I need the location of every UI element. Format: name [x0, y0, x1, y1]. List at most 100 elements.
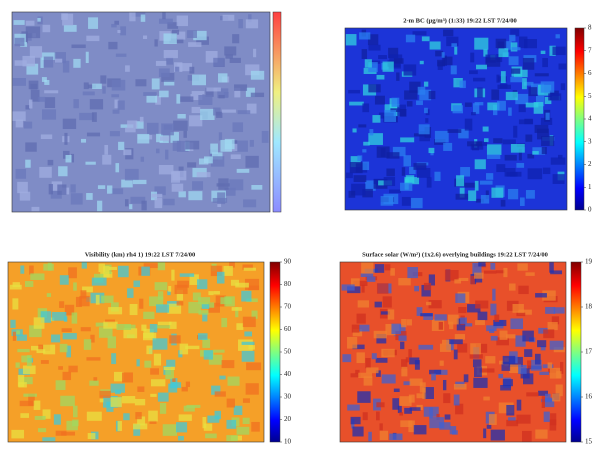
map-feature: [498, 374, 503, 378]
map-feature: [503, 268, 507, 277]
map-feature: [117, 30, 120, 33]
map-feature: [443, 393, 450, 403]
map-feature: [70, 184, 75, 192]
map-feature: [45, 97, 55, 108]
map-feature: [238, 110, 251, 114]
map-feature: [243, 398, 250, 403]
map-feature: [403, 155, 411, 166]
map-feature: [473, 78, 485, 82]
map-feature: [44, 57, 53, 68]
map-feature: [68, 366, 77, 373]
map-feature: [137, 386, 144, 391]
map-feature: [445, 270, 459, 281]
map-feature: [156, 325, 171, 328]
map-feature: [241, 291, 251, 302]
map-feature: [553, 174, 565, 184]
map-feature: [188, 191, 202, 200]
map-feature: [525, 272, 534, 276]
map-feature: [233, 122, 243, 132]
map-feature: [544, 412, 550, 422]
map-feature: [559, 64, 567, 70]
map-feature: [192, 75, 206, 86]
map-feature: [443, 30, 453, 37]
map-feature: [218, 73, 227, 82]
map-feature: [41, 134, 52, 139]
map-feature: [389, 196, 394, 204]
map-feature: [37, 18, 40, 22]
map-feature: [465, 119, 473, 131]
map-feature: [435, 314, 447, 320]
map-feature: [362, 285, 365, 293]
map-feature: [542, 147, 547, 154]
map-feature: [384, 177, 395, 186]
map-feature: [548, 362, 553, 368]
map-feature: [506, 405, 514, 416]
map-feature: [232, 307, 242, 311]
map-feature: [398, 336, 406, 342]
colorbar: [575, 28, 584, 210]
map-feature: [517, 400, 522, 411]
map-feature: [460, 81, 466, 89]
map-feature: [158, 393, 169, 402]
map-feature: [383, 296, 392, 307]
map-feature: [183, 131, 186, 138]
map-feature: [35, 416, 46, 420]
map-feature: [125, 65, 130, 71]
map-feature: [402, 197, 411, 206]
map-feature: [509, 35, 515, 42]
map-feature: [177, 16, 188, 27]
map-feature: [363, 162, 370, 170]
map-feature: [30, 46, 42, 58]
map-feature: [357, 155, 362, 161]
map-feature: [135, 399, 145, 405]
map-feature: [141, 201, 146, 211]
map-feature: [541, 51, 546, 54]
map-feature: [503, 139, 516, 144]
map-feature: [150, 368, 159, 374]
map-feature: [81, 327, 91, 331]
map-feature: [227, 399, 235, 408]
colorbar-tick-label: 4: [588, 115, 592, 123]
map-feature: [15, 362, 19, 367]
map-feature: [155, 282, 168, 290]
map-feature: [236, 323, 243, 330]
map-feature: [418, 345, 433, 350]
map-feature: [359, 32, 370, 39]
map-feature: [489, 414, 497, 425]
map-feature: [474, 367, 482, 377]
map-feature: [505, 155, 517, 161]
map-feature: [404, 64, 417, 75]
map-feature: [471, 112, 476, 115]
map-feature: [528, 168, 543, 179]
map-feature: [365, 358, 370, 368]
map-feature: [391, 324, 401, 334]
map-feature: [214, 291, 220, 294]
map-feature: [217, 272, 225, 284]
map-feature: [34, 401, 41, 410]
map-feature: [455, 293, 465, 303]
map-feature: [443, 143, 452, 151]
map-feature: [501, 71, 506, 83]
map-feature: [143, 92, 156, 96]
map-feature: [62, 14, 73, 26]
map-feature: [187, 162, 196, 167]
map-feature: [246, 383, 259, 394]
map-feature: [14, 20, 25, 25]
map-feature: [159, 91, 169, 98]
map-feature: [491, 430, 505, 441]
map-feature: [376, 358, 388, 363]
map-feature: [554, 307, 565, 313]
map-feature: [407, 267, 418, 278]
map-feature: [118, 266, 129, 277]
map-feature: [379, 423, 382, 430]
map-feature: [29, 266, 34, 275]
map-feature: [162, 12, 165, 19]
map-feature: [549, 262, 554, 272]
map-feature: [359, 325, 369, 332]
map-feature: [490, 263, 495, 270]
map-feature: [377, 283, 388, 294]
map-feature: [188, 302, 200, 313]
map-feature: [186, 382, 190, 387]
map-feature: [176, 94, 180, 104]
map-feature: [491, 188, 503, 198]
